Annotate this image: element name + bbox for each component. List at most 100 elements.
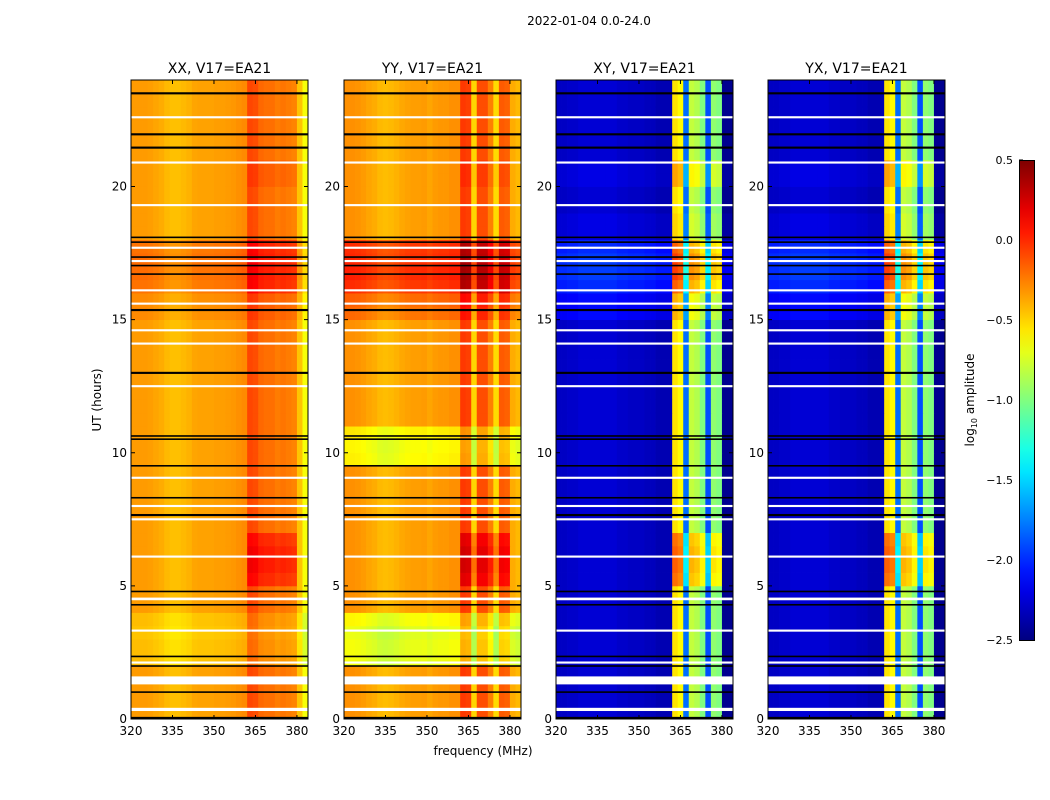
heatmap-cell [136,665,143,680]
heatmap-cell [460,119,467,134]
heatmap-cell [432,519,439,534]
heatmap-cell [498,506,505,520]
heatmap-cell [504,173,511,187]
heatmap-cell [487,319,494,334]
heatmap-cell [344,239,350,254]
heatmap-cell [605,519,612,534]
heatmap-cell [344,412,350,427]
heatmap-cell [236,306,243,321]
heatmap-cell [142,585,148,600]
heatmap-cell [465,306,472,321]
heatmap-cell [812,665,819,680]
heatmap-cell [202,426,209,440]
heatmap-cell [153,173,160,187]
heatmap-cell [476,466,483,480]
heatmap-cell [773,679,780,693]
heatmap-cell [471,466,478,480]
heatmap-cell [280,332,287,347]
heatmap-cell [191,173,198,187]
heatmap-cell [169,80,176,94]
heatmap-cell [710,412,717,427]
heatmap-cell [349,133,356,147]
heatmap-cell [476,119,483,134]
heatmap-cell [583,186,590,201]
heatmap-cell [208,399,215,414]
heatmap-cell [131,346,137,360]
heatmap-cell [677,159,684,174]
heatmap-cell [487,625,494,640]
heatmap-cell [421,492,428,507]
heatmap-cell [600,492,607,507]
heatmap-cell [638,532,645,547]
heatmap-cell [716,279,723,294]
heatmap-cell [136,692,143,707]
heatmap-cell [710,652,717,667]
heatmap-cell [147,346,154,360]
heatmap-cell [661,279,668,294]
heatmap-cell [721,426,728,440]
heatmap-cell [377,106,384,121]
heatmap-cell [296,293,303,307]
heatmap-cell [175,119,182,134]
heatmap-cell [241,652,248,667]
heatmap-cell [666,106,673,121]
heatmap-cell [247,479,254,494]
heatmap-cell [605,293,612,307]
heatmap-cell [230,612,237,627]
heatmap-cell [465,319,472,334]
heatmap-cell [817,705,824,720]
heatmap-cell [263,146,270,161]
heatmap-cell [572,306,579,321]
heatmap-cell [471,426,478,440]
heatmap-cell [180,199,187,214]
heatmap-cell [131,506,137,520]
heatmap-cell [349,266,356,281]
heatmap-cell [131,599,137,613]
heatmap-cell [504,679,511,693]
heatmap-cell [158,146,165,161]
heatmap-cell [208,705,215,720]
heatmap-cell [438,559,444,573]
heatmap-cell [208,186,215,201]
heatmap-cell [410,466,417,480]
flagged-row-black [131,655,308,658]
heatmap-cell [616,146,623,161]
heatmap-cell [263,572,270,587]
heatmap-cell [465,279,472,294]
heatmap-cell [655,479,662,494]
heatmap-cell [371,585,378,600]
heatmap-cell [493,479,500,494]
heatmap-cell [622,652,629,667]
heatmap-cell [611,532,618,547]
heatmap-cell [655,226,662,241]
heatmap-cell [939,692,946,707]
heatmap-cell [677,479,684,494]
heatmap-cell [677,412,684,427]
heatmap-cell [393,492,400,507]
heatmap-cell [263,133,270,147]
flagged-row-white [344,661,521,664]
heatmap-cell [567,652,573,667]
heatmap-cell [611,412,618,427]
heatmap-cell [594,679,601,693]
heatmap-cell [377,80,384,94]
heatmap-cell [716,186,723,201]
heatmap-cell [302,266,309,281]
heatmap-cell [355,572,361,587]
heatmap-cell [594,226,601,241]
heatmap-cell [360,133,367,147]
heatmap-cell [247,639,254,653]
heatmap-cell [388,519,395,534]
heatmap-cell [388,332,395,347]
heatmap-cell [236,679,243,693]
heatmap-cell [274,146,281,161]
heatmap-cell [208,439,215,454]
heatmap-cell [349,239,356,254]
heatmap-cell [460,545,467,560]
heatmap-cell [487,346,494,360]
heatmap-cell [142,492,148,507]
heatmap-cell [493,639,500,653]
heatmap-cell [622,412,629,427]
heatmap-cell [443,705,450,720]
